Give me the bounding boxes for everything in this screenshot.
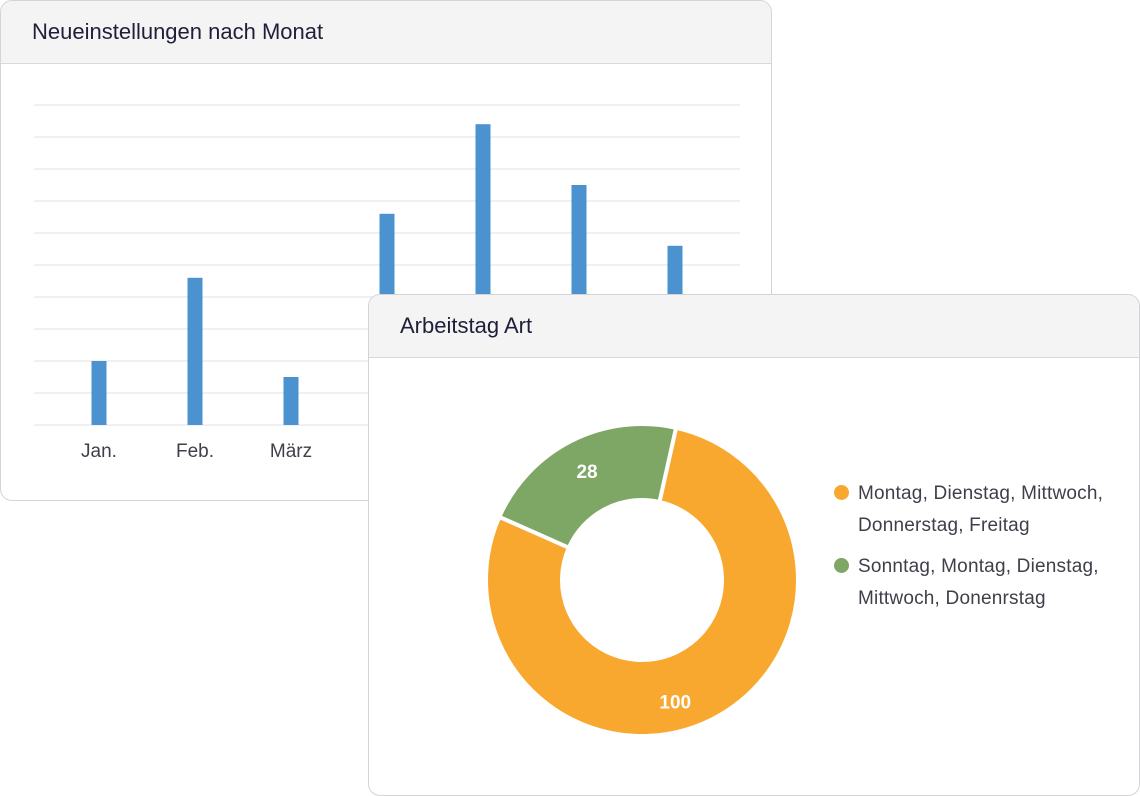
- legend-dot-icon: [834, 558, 849, 573]
- donut-chart: 100 28: [484, 422, 800, 738]
- bar[interactable]: [187, 277, 203, 425]
- x-tick-label: Feb.: [176, 441, 214, 462]
- card-header: Neueinstellungen nach Monat: [1, 1, 771, 64]
- donut-slice[interactable]: [484, 425, 800, 738]
- donut-slice[interactable]: [496, 422, 679, 551]
- card-header: Arbeitstag Art: [369, 295, 1139, 358]
- legend-item[interactable]: Sonntag, Montag, Dienstag, Mittwoch, Don…: [834, 551, 1134, 615]
- bar[interactable]: [91, 361, 107, 425]
- card-title: Neueinstellungen nach Monat: [32, 19, 324, 44]
- legend-label: Sonntag, Montag, Dienstag, Mittwoch, Don…: [858, 556, 1099, 609]
- chart-legend: Montag, Dienstag, Mittwoch, Donnerstag, …: [834, 478, 1134, 624]
- workday-type-card: Arbeitstag Art 100 28 Montag, Dienstag, M…: [368, 294, 1140, 796]
- legend-dot-icon: [834, 485, 849, 500]
- x-tick-label: März: [270, 441, 312, 462]
- legend-item[interactable]: Montag, Dienstag, Mittwoch, Donnerstag, …: [834, 478, 1134, 542]
- legend-label: Montag, Dienstag, Mittwoch, Donnerstag, …: [858, 483, 1104, 536]
- card-title: Arbeitstag Art: [400, 313, 533, 338]
- x-tick-label: Jan.: [81, 441, 117, 462]
- slice-value-label: 100: [659, 693, 691, 714]
- slice-value-label: 28: [576, 462, 597, 483]
- bar[interactable]: [283, 377, 299, 425]
